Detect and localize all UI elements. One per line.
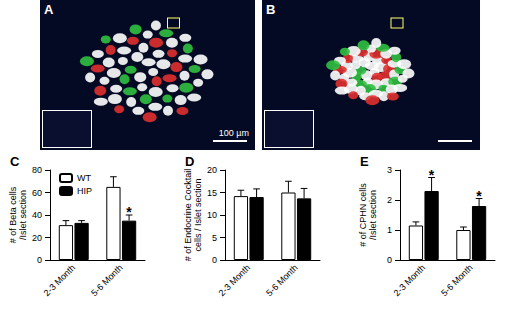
svg-text:# of Beta cells: # of Beta cells [8,186,18,243]
svg-text:60: 60 [32,188,42,198]
svg-text:20: 20 [207,165,217,175]
svg-text:/Islet section: /Islet section [18,190,28,240]
svg-text:cells / Islet section: cells / Islet section [193,178,203,251]
svg-text:D: D [185,154,194,169]
svg-text:*: * [476,188,482,204]
svg-text:2-3 Month: 2-3 Month [392,262,428,298]
svg-text:5-6 Month: 5-6 Month [439,262,475,298]
svg-text:3: 3 [387,165,392,175]
svg-text:80: 80 [32,165,42,175]
svg-text:5: 5 [212,233,217,243]
svg-text:40: 40 [32,210,42,220]
html-text:A: A [44,2,54,17]
svg-text:20: 20 [32,233,42,243]
svg-text:*: * [126,204,132,220]
svg-text:5-6 Month: 5-6 Month [264,262,300,298]
svg-text:0: 0 [387,255,392,265]
svg-text:5-6 Month: 5-6 Month [89,262,125,298]
svg-text:15: 15 [207,188,217,198]
svg-text:# of CPHN cells: # of CPHN cells [358,183,368,247]
html-text:100 µm: 100 µm [218,128,249,138]
svg-text:/Islet section: /Islet section [368,190,378,240]
svg-text:C: C [10,154,20,169]
svg-text:*: * [429,167,435,183]
svg-text:2-3 Month: 2-3 Month [42,262,78,298]
svg-text:E: E [360,154,369,169]
svg-text:10: 10 [207,210,217,220]
svg-text:HIP: HIP [77,186,92,196]
svg-text:1: 1 [387,225,392,235]
html-text:B: B [266,2,276,17]
svg-text:0: 0 [212,255,217,265]
svg-text:0: 0 [37,255,42,265]
svg-text:2-3 Month: 2-3 Month [217,262,253,298]
svg-text:2: 2 [387,195,392,205]
svg-text:WT: WT [77,173,91,183]
svg-text:# of Endocrine Cocktail: # of Endocrine Cocktail [183,169,193,262]
